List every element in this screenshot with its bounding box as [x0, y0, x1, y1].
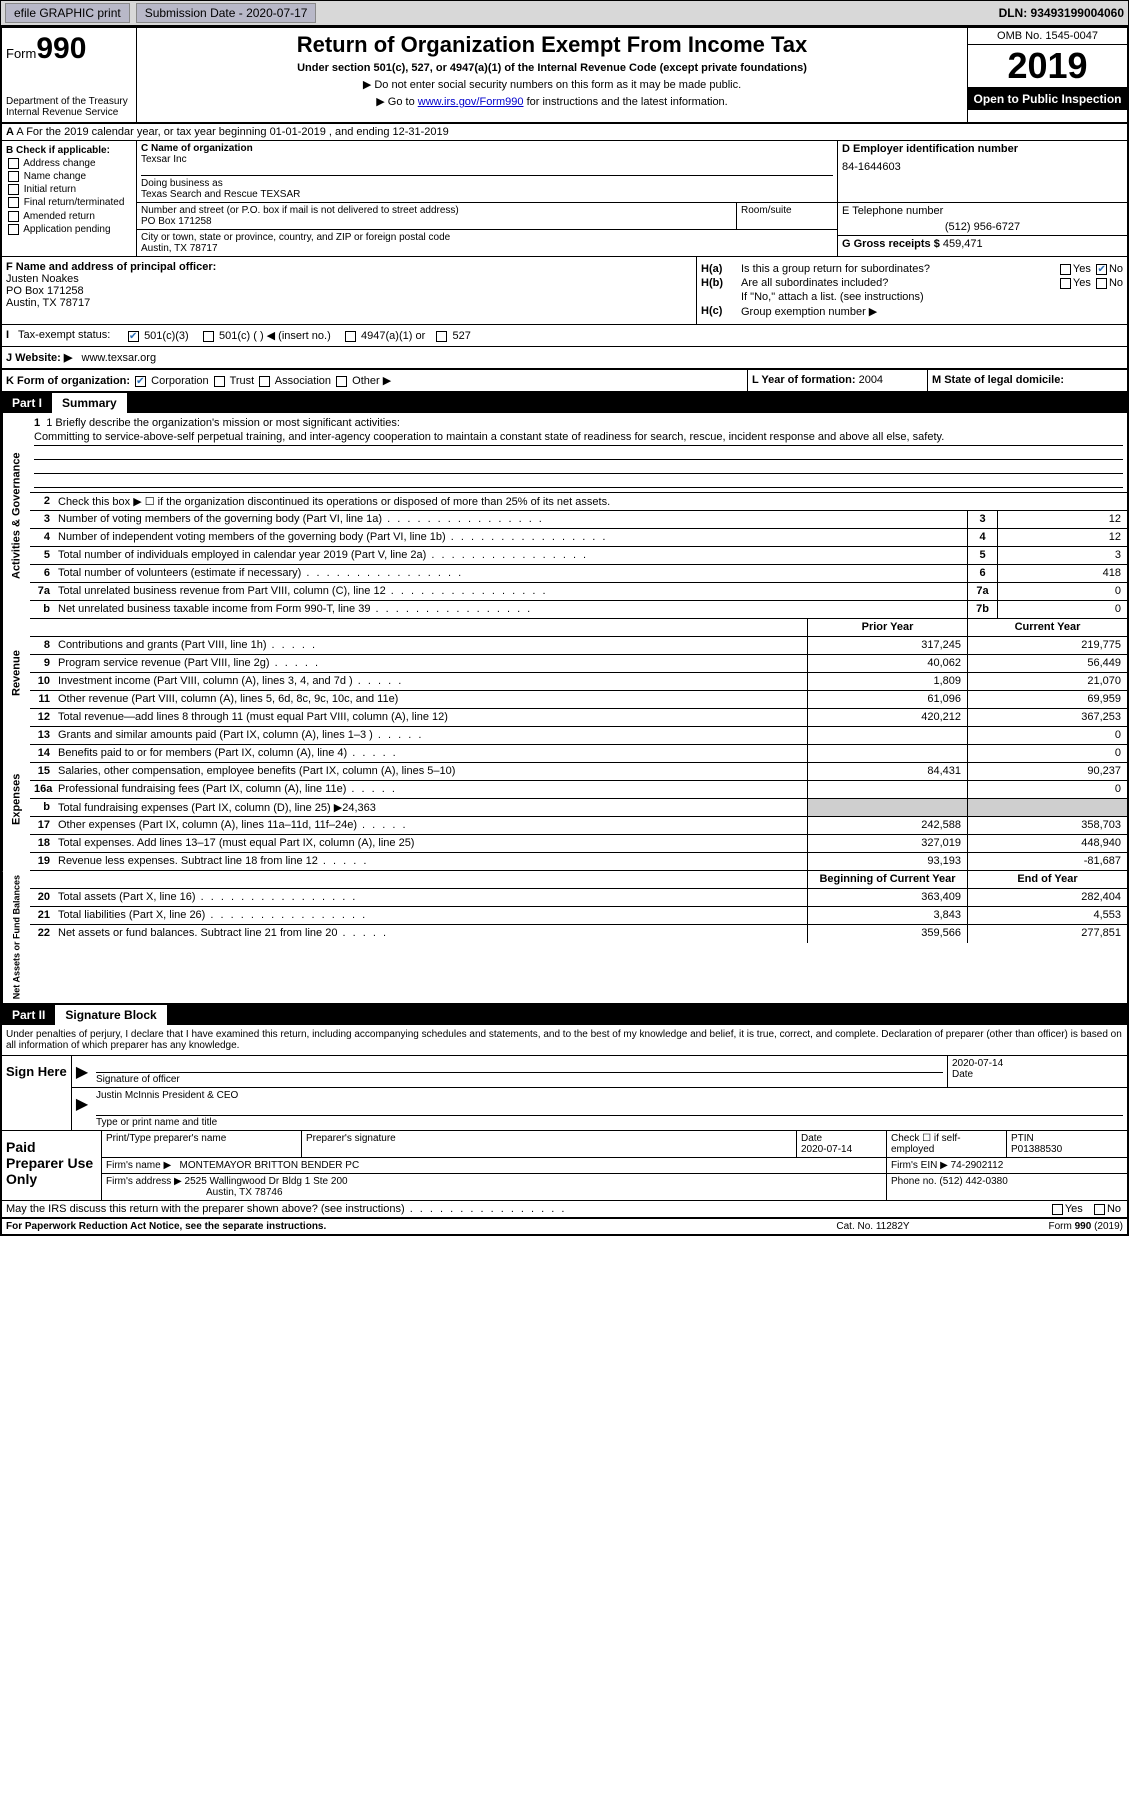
org-name-label: C Name of organization — [141, 143, 833, 154]
street-label: Number and street (or P.O. box if mail i… — [141, 205, 732, 216]
sign-here-block: Sign Here ▶ Signature of officer 2020-07… — [2, 1056, 1127, 1131]
cb-amended[interactable]: Amended return — [6, 211, 132, 222]
officer-label: F Name and address of principal officer: — [6, 261, 216, 273]
prep-check-label: Check ☐ if self-employed — [887, 1131, 1007, 1157]
line2: Check this box ▶ ☐ if the organization d… — [54, 493, 1127, 510]
cb-address-change[interactable]: Address change — [6, 158, 132, 169]
open-public: Open to Public Inspection — [968, 88, 1127, 110]
header-left: Form990 Department of the Treasury Inter… — [2, 28, 137, 122]
street-value: PO Box 171258 — [141, 216, 732, 227]
vtab-rev: Revenue — [2, 619, 30, 727]
form-number: Form990 — [6, 32, 132, 66]
sign-here-label: Sign Here — [2, 1056, 72, 1130]
pra-notice: For Paperwork Reduction Act Notice, see … — [6, 1221, 773, 1232]
tax-status-row: I Tax-exempt status: 501(c)(3) 501(c) ( … — [2, 325, 1127, 347]
dept-label: Department of the Treasury Internal Reve… — [6, 96, 132, 118]
room-label: Room/suite — [737, 203, 837, 229]
summary-na: Net Assets or Fund Balances Beginning of… — [2, 871, 1127, 1005]
form-subtitle: Under section 501(c), 527, or 4947(a)(1)… — [141, 62, 963, 74]
org-name: Texsar Inc — [141, 154, 833, 165]
dba-label: Doing business as — [141, 178, 833, 189]
k-row: K Form of organization: Corporation Trus… — [2, 370, 1127, 393]
vtab-gov: Activities & Governance — [2, 413, 30, 619]
form-header: Form990 Department of the Treasury Inter… — [2, 28, 1127, 124]
summary-rev: Revenue Prior YearCurrent Year 8Contribu… — [2, 619, 1127, 727]
row-a: A A For the 2019 calendar year, or tax y… — [2, 124, 1127, 141]
vtab-exp: Expenses — [2, 727, 30, 871]
cb-app-pending[interactable]: Application pending — [6, 224, 132, 235]
prep-sig-label: Preparer's signature — [302, 1131, 797, 1157]
irs-link[interactable]: www.irs.gov/Form990 — [418, 96, 524, 108]
gross-label: G Gross receipts $ — [842, 238, 940, 250]
sig-date-val: 2020-07-14 — [952, 1058, 1123, 1069]
form-990: Form990 Department of the Treasury Inter… — [0, 26, 1129, 1236]
website-value: www.texsar.org — [82, 352, 157, 364]
submission-date: Submission Date - 2020-07-17 — [136, 3, 317, 23]
header-right: OMB No. 1545-0047 2019 Open to Public In… — [967, 28, 1127, 122]
tel-label: E Telephone number — [842, 205, 1123, 217]
ein-label: D Employer identification number — [842, 143, 1018, 155]
cb-initial-return[interactable]: Initial return — [6, 184, 132, 195]
form-title: Return of Organization Exempt From Incom… — [141, 32, 963, 58]
part1-header: Part I Summary — [2, 393, 1127, 413]
col-b: B Check if applicable: Address change Na… — [2, 141, 137, 256]
hc-label: Group exemption number ▶ — [741, 305, 1123, 318]
form-note2: ▶ Go to www.irs.gov/Form990 for instruct… — [141, 95, 963, 108]
col-h: H(a)Is this a group return for subordina… — [697, 257, 1127, 324]
website-row: J Website: ▶ www.texsar.org — [2, 347, 1127, 370]
city-label: City or town, state or province, country… — [141, 232, 833, 243]
vtab-na: Net Assets or Fund Balances — [2, 871, 30, 1003]
cb-name-change[interactable]: Name change — [6, 171, 132, 182]
summary-gov: Activities & Governance 1 1 Briefly desc… — [2, 413, 1127, 619]
col-cd: C Name of organization Texsar Inc Doing … — [137, 141, 1127, 256]
header-center: Return of Organization Exempt From Incom… — [137, 28, 967, 122]
prep-name-label: Print/Type preparer's name — [102, 1131, 302, 1157]
sig-name-val: Justin McInnis President & CEO — [96, 1090, 1123, 1101]
hb-note: If "No," attach a list. (see instruction… — [741, 291, 1123, 303]
omb-number: OMB No. 1545-0047 — [968, 28, 1127, 45]
summary-exp: Expenses 13Grants and similar amounts pa… — [2, 727, 1127, 871]
officer-name: Justen Noakes — [6, 273, 692, 285]
sig-officer-label: Signature of officer — [96, 1072, 943, 1085]
sig-date-label: Date — [952, 1069, 1123, 1080]
dln-label: DLN: 93493199004060 — [999, 6, 1124, 20]
tax-opts: 501(c)(3) 501(c) ( ) ◀ (insert no.) 4947… — [126, 329, 471, 342]
section-bcd: B Check if applicable: Address change Na… — [2, 141, 1127, 257]
gross-value: 459,471 — [943, 238, 983, 250]
dba-value: Texas Search and Rescue TEXSAR — [141, 189, 833, 200]
footer: For Paperwork Reduction Act Notice, see … — [2, 1219, 1127, 1234]
sig-declaration: Under penalties of perjury, I declare th… — [2, 1025, 1127, 1056]
mission-text: Committing to service-above-self perpetu… — [34, 429, 1123, 446]
tax-year: 2019 — [968, 45, 1127, 88]
cb-final-return[interactable]: Final return/terminated — [6, 197, 132, 208]
col-f: F Name and address of principal officer:… — [2, 257, 697, 324]
part2-header: Part II Signature Block — [2, 1005, 1127, 1025]
arrow-icon: ▶ — [72, 1088, 92, 1130]
tel-value: (512) 956-6727 — [842, 221, 1123, 233]
efile-button[interactable]: efile GRAPHIC print — [5, 3, 130, 23]
ein-value: 84-1644603 — [842, 161, 1123, 173]
cat-no: Cat. No. 11282Y — [773, 1221, 973, 1232]
paid-preparer-block: Paid Preparer Use Only Print/Type prepar… — [2, 1131, 1127, 1201]
top-toolbar: efile GRAPHIC print Submission Date - 20… — [0, 0, 1129, 26]
mission-block: 1 1 Briefly describe the organization's … — [30, 413, 1127, 493]
sig-name-label: Type or print name and title — [96, 1115, 1123, 1128]
arrow-icon: ▶ — [72, 1056, 92, 1087]
city-value: Austin, TX 78717 — [141, 243, 833, 254]
section-fh: F Name and address of principal officer:… — [2, 257, 1127, 325]
discuss-row: May the IRS discuss this return with the… — [2, 1201, 1127, 1219]
form-ref: Form 990 (2019) — [973, 1221, 1123, 1232]
officer-addr2: Austin, TX 78717 — [6, 297, 692, 309]
paid-prep-label: Paid Preparer Use Only — [2, 1131, 102, 1200]
form-note1: ▶ Do not enter social security numbers o… — [141, 78, 963, 91]
officer-addr1: PO Box 171258 — [6, 285, 692, 297]
